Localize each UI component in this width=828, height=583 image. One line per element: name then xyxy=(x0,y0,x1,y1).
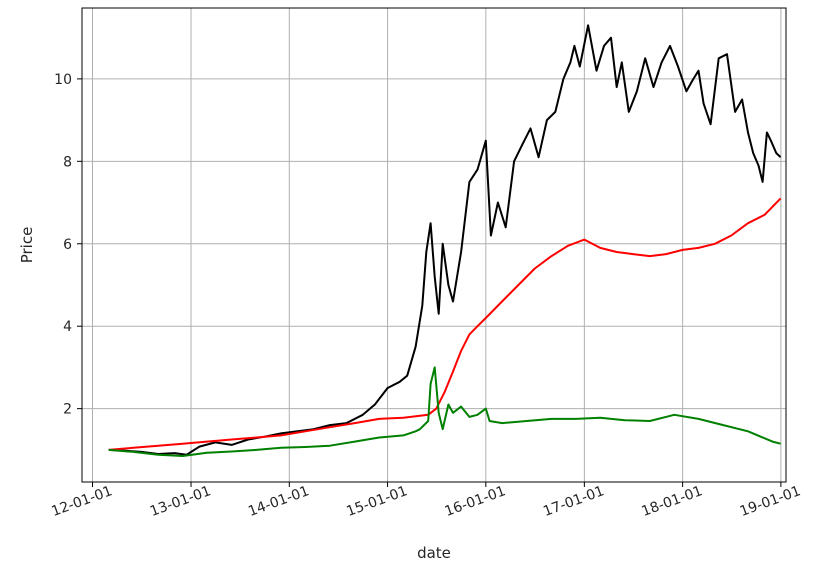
grid xyxy=(82,8,786,482)
x-tick-label: 15-01-01 xyxy=(344,483,409,520)
y-tick-label: 6 xyxy=(63,237,72,253)
x-tick-label: 17-01-01 xyxy=(541,483,606,520)
tick-marks xyxy=(77,78,782,487)
x-tick-label: 19-01-01 xyxy=(738,483,803,520)
series-line-2 xyxy=(108,197,782,451)
y-tick-label: 10 xyxy=(54,72,72,88)
x-tick-label: 13-01-01 xyxy=(148,483,213,520)
y-axis-tick-labels: 2 4 6 8 10 xyxy=(54,72,72,418)
y-tick-label: 4 xyxy=(63,319,72,335)
x-tick-label: 14-01-01 xyxy=(246,483,311,520)
x-tick-label: 16-01-01 xyxy=(443,483,508,520)
x-axis-title: date xyxy=(417,544,451,562)
x-tick-label: 18-01-01 xyxy=(639,483,704,520)
series-line-3 xyxy=(108,366,781,457)
y-axis-title: Price xyxy=(18,227,36,264)
y-tick-label: 2 xyxy=(63,402,72,418)
plot-frame xyxy=(81,7,787,483)
y-tick-label: 8 xyxy=(63,154,72,170)
series-layer xyxy=(108,24,782,457)
x-axis-tick-labels: 12-01-01 13-01-01 14-01-01 15-01-01 16-01-01… xyxy=(49,483,803,520)
x-tick-label: 12-01-01 xyxy=(49,483,114,520)
